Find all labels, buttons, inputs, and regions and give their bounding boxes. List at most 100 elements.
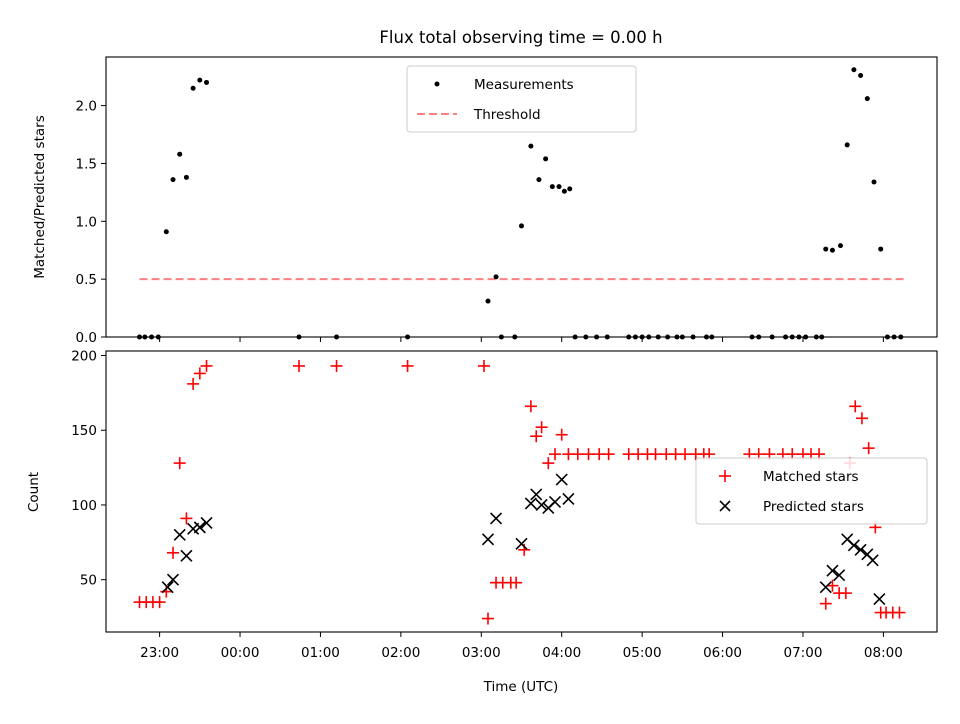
ratio-axes-frame [105, 56, 938, 338]
measurement-point [837, 243, 843, 249]
measurement-point [858, 73, 864, 79]
measurement-point [493, 274, 499, 280]
matched-star-point [200, 359, 213, 372]
measurement-point [878, 246, 884, 252]
count-y-tick-label: 100 [71, 498, 97, 514]
predicted-star-point [173, 528, 186, 541]
count-legend: Matched stars Predicted stars [695, 457, 928, 525]
measurement-point [204, 79, 210, 85]
x-tick-label: 06:00 [703, 645, 742, 661]
count-panel: Count Time (UTC) 50 100 150 200 23:00 00:00 0… [26, 348, 938, 695]
matched-star-point [679, 448, 692, 461]
predicted-star-point [193, 521, 206, 534]
x-axis-label: Time (UTC) [483, 679, 559, 695]
matched-star-point [649, 448, 662, 461]
matched-star-point [549, 448, 562, 461]
x-tick-label: 05:00 [623, 645, 662, 661]
ratio-y-tick-label: 1.5 [76, 156, 97, 172]
matched-star-point [510, 576, 523, 589]
x-tick-label: 07:00 [784, 645, 823, 661]
predicted-star-point [819, 581, 832, 594]
matched-star-point [173, 457, 186, 470]
x-tick-label: 03:00 [462, 645, 501, 661]
legend-predicted-marker [719, 500, 731, 512]
matched-star-point [401, 359, 414, 372]
matched-star-point [571, 448, 584, 461]
ratio-y-tick-label: 0.0 [76, 330, 97, 346]
ratio-y-tick-label: 0.5 [76, 272, 97, 288]
measurement-point [543, 156, 549, 162]
measurement-point [561, 188, 567, 194]
x-tick-label: 02:00 [381, 645, 420, 661]
matched-star-point [893, 606, 906, 619]
matched-star-point [839, 587, 852, 600]
measurement-point [177, 151, 183, 157]
ratio-legend: Measurements Threshold [406, 65, 637, 133]
x-tick-label: 04:00 [542, 645, 581, 661]
predicted-star-point [854, 543, 867, 556]
matched-star-point [481, 612, 494, 625]
count-y-tick-label: 150 [71, 423, 97, 439]
legend-measurements-marker [434, 81, 440, 87]
matched-star-point [187, 377, 200, 390]
predicted-star-point [481, 533, 495, 546]
predicted-star-point [548, 495, 562, 509]
chart-title: Flux total observing time = 0.00 h [379, 28, 662, 47]
x-tick-label: 23:00 [140, 645, 179, 661]
matched-star-point [555, 428, 568, 441]
predicted-star-point [180, 549, 193, 562]
legend-matched-label: Matched stars [763, 469, 859, 485]
matched-star-point [819, 597, 832, 610]
measurement-point [556, 184, 562, 190]
x-tick-label: 01:00 [301, 645, 340, 661]
matched-star-point [582, 448, 595, 461]
measurement-point [183, 174, 189, 180]
count-y-ticks: 50 100 150 200 [71, 348, 106, 589]
matched-star-point [602, 448, 615, 461]
count-legend-box [695, 457, 928, 525]
predicted-star-point [833, 569, 846, 582]
ratio-legend-box [406, 65, 637, 133]
legend-predicted-label: Predicted stars [763, 499, 864, 515]
matched-star-point [167, 546, 180, 559]
x-tick-label: 08:00 [864, 645, 903, 661]
matched-star-point [180, 512, 193, 525]
measurement-point [844, 142, 850, 148]
ratio-points-layer [137, 67, 904, 340]
measurement-point [851, 67, 857, 73]
measurement-point [170, 177, 176, 183]
matched-star-point [193, 367, 206, 380]
count-y-axis-label: Count [26, 472, 42, 512]
count-y-tick-label: 200 [71, 348, 97, 364]
measurement-point [864, 96, 870, 102]
x-tick-label: 00:00 [221, 645, 260, 661]
measurement-point [197, 77, 203, 83]
matched-star-point [330, 359, 343, 372]
measurement-point [485, 298, 491, 304]
matched-star-point [535, 421, 548, 434]
measurement-point [519, 223, 524, 229]
count-points-layer [133, 359, 906, 625]
legend-threshold-label: Threshold [473, 107, 541, 123]
ratio-y-tick-label: 1.0 [76, 214, 97, 230]
matched-star-point [855, 412, 868, 425]
measurement-point [528, 143, 534, 149]
matched-star-point [293, 359, 306, 372]
predicted-star-point [161, 581, 174, 594]
measurement-point [549, 184, 555, 190]
predicted-star-point [873, 593, 886, 606]
matched-star-point [826, 579, 839, 592]
ratio-y-tick-label: 2.0 [76, 99, 97, 115]
count-axes-frame [105, 350, 938, 633]
predicted-star-point [489, 512, 503, 525]
matched-star-point [153, 596, 166, 609]
predicted-star-point [562, 492, 575, 506]
predicted-star-point [535, 498, 548, 512]
ratio-y-axis-label: Matched/Predicted stars [32, 115, 48, 278]
predicted-star-point [166, 573, 180, 586]
matched-star-point [477, 359, 490, 372]
measurement-point [829, 247, 835, 253]
measurement-point [190, 85, 196, 91]
matched-star-point [524, 400, 537, 413]
